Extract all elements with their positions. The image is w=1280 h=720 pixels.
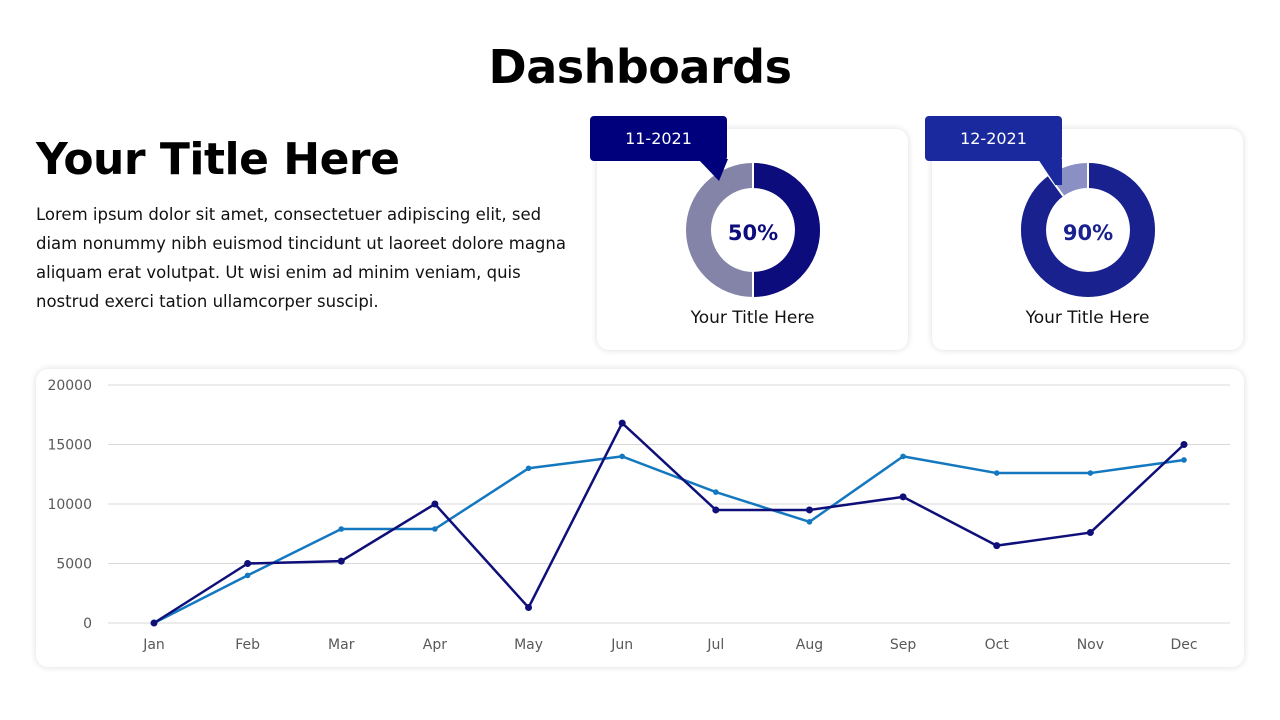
series-2-point <box>525 465 532 472</box>
section-body-text: Lorem ipsum dolor sit amet, consectetuer… <box>36 205 566 311</box>
x-tick-label: Jun <box>610 637 633 653</box>
series-2-point <box>806 519 813 525</box>
y-tick-label: 5000 <box>56 557 92 573</box>
y-tick-label: 10000 <box>47 497 92 513</box>
callout-pointer-1 <box>698 159 728 181</box>
x-tick-label: Jan <box>142 637 165 653</box>
x-tick-label: Feb <box>235 637 260 653</box>
x-tick-label: Dec <box>1170 637 1197 653</box>
y-tick-label: 20000 <box>47 378 92 394</box>
series-1-point <box>431 500 439 508</box>
donut-separator <box>1047 175 1065 197</box>
kpi-value-1: 50% <box>727 221 779 245</box>
series-2-point <box>244 572 251 579</box>
series-2-point <box>900 453 906 460</box>
series-1-point <box>618 419 626 427</box>
series-2-point <box>1181 457 1187 463</box>
x-tick-label: Nov <box>1077 637 1104 653</box>
x-tick-label: Mar <box>328 637 355 653</box>
line-chart: 0 5000 10000 15000 20000 Jan Feb Mar Apr May Jun Ju… <box>47 378 1230 653</box>
kpi-date-callout-1: 11-2021 <box>590 116 727 161</box>
series-1-point <box>244 560 252 567</box>
series-2-point <box>993 470 1000 476</box>
x-tick-label: Aug <box>796 637 823 653</box>
series-1-point <box>805 506 813 514</box>
series-1-point <box>712 506 720 514</box>
kpi-value-2: 90% <box>1062 221 1114 245</box>
y-tick-label: 15000 <box>47 438 92 454</box>
section-title: Your Title Here <box>36 134 400 185</box>
series-line-1 <box>153 421 1185 625</box>
series-1-point <box>1180 441 1188 448</box>
series-2-point <box>338 526 345 532</box>
series-1-point <box>993 542 1001 550</box>
series-2-point <box>619 453 625 460</box>
x-tick-label: Apr <box>423 637 447 653</box>
line-chart-card <box>36 369 1244 667</box>
x-tick-label: Oct <box>985 637 1010 653</box>
kpi-donut-1 <box>686 163 820 297</box>
x-tick-label: May <box>514 637 543 653</box>
kpi-date-2: 12-2021 <box>960 129 1027 148</box>
series-1-point <box>1086 529 1094 537</box>
kpi-caption-2: Your Title Here <box>1025 308 1150 328</box>
series-1-point <box>525 604 533 612</box>
series-2-point <box>1087 470 1094 476</box>
series-1-point <box>150 619 158 627</box>
series-line-2 <box>153 455 1185 625</box>
x-tick-label: Jul <box>706 637 724 653</box>
series-1-point <box>337 557 345 565</box>
series-1-point <box>899 493 907 501</box>
kpi-date-1: 11-2021 <box>625 129 692 148</box>
y-tick-label: 0 <box>83 616 92 632</box>
page-title: Dashboards <box>488 40 792 94</box>
series-2-point <box>432 526 438 532</box>
kpi-caption-1: Your Title Here <box>690 308 815 328</box>
series-2-point <box>713 489 719 495</box>
kpi-date-callout-2: 12-2021 <box>925 116 1062 161</box>
x-tick-label: Sep <box>890 637 917 653</box>
callout-pointer-2 <box>1038 159 1062 185</box>
kpi-donut-2 <box>1021 163 1155 297</box>
